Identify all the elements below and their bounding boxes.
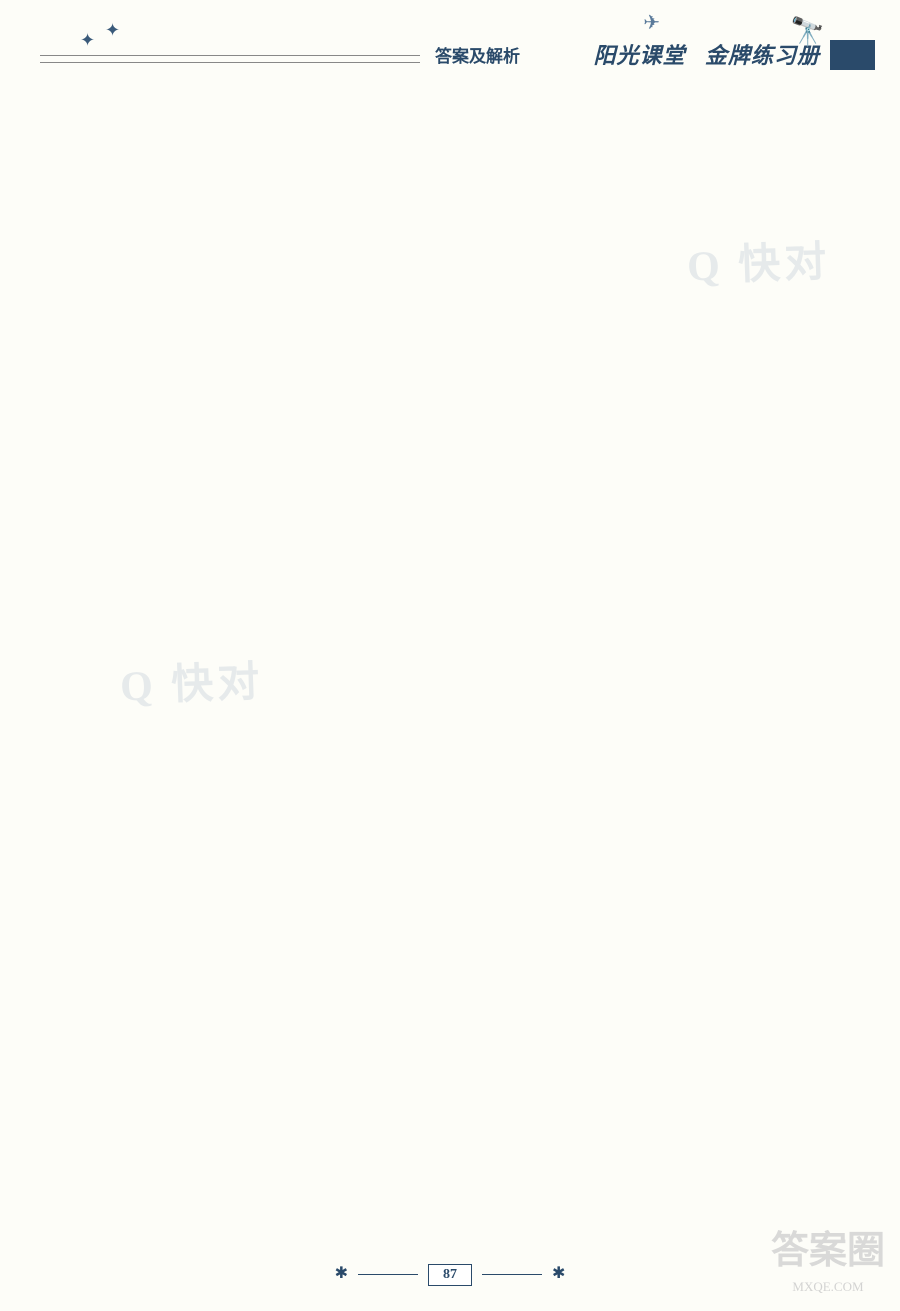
title-part1: 阳光课堂 <box>593 43 685 68</box>
bird-decoration: ✦ <box>80 30 95 51</box>
page-header: ✦ ✦ ✈ 答案及解析 阳光课堂 金牌练习册 🔭 <box>0 0 900 100</box>
pinwheel-icon: ✱ <box>552 1265 565 1282</box>
plane-decoration: ✈ <box>643 10 660 35</box>
header-title: 阳光课堂 金牌练习册 <box>593 38 820 70</box>
corner-watermark: 答案圈 MXQE.COM <box>771 1225 885 1296</box>
footer-line <box>482 1274 542 1275</box>
header-block <box>830 40 875 70</box>
header-rule-left <box>40 55 420 63</box>
page-number: 87 <box>428 1264 472 1286</box>
bird-decoration: ✦ <box>105 20 120 41</box>
telescope-decoration: 🔭 <box>790 15 825 49</box>
page-footer: ✱ 87 ✱ <box>0 1263 900 1286</box>
corner-wm-title: 答案圈 <box>771 1225 885 1278</box>
pinwheel-icon: ✱ <box>335 1265 348 1282</box>
header-subtitle: 答案及解析 <box>435 42 520 67</box>
corner-wm-url: MXQE.COM <box>771 1278 885 1296</box>
footer-line <box>358 1274 418 1275</box>
